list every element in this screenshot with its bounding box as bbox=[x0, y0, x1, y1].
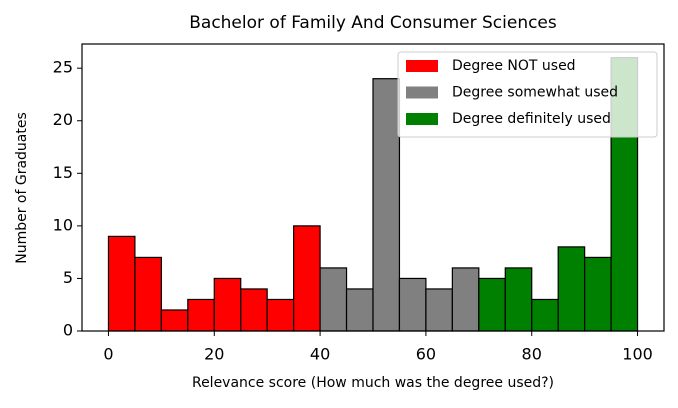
x-tick-label: 40 bbox=[310, 345, 330, 364]
bar bbox=[584, 256, 612, 332]
legend: Degree NOT used Degree somewhat used Degre… bbox=[397, 51, 658, 138]
y-tick-label: 10 bbox=[53, 215, 73, 234]
y-tick-label: 0 bbox=[63, 321, 73, 340]
bar bbox=[531, 298, 559, 332]
bar bbox=[293, 225, 321, 332]
legend-swatch bbox=[406, 113, 438, 125]
y-tick-label: 15 bbox=[53, 163, 73, 182]
bar bbox=[504, 267, 533, 332]
legend-label: Degree definitely used bbox=[452, 111, 611, 127]
y-tick-label: 25 bbox=[53, 58, 73, 77]
legend-box bbox=[397, 51, 658, 138]
x-tick-label: 100 bbox=[622, 345, 653, 364]
bar bbox=[425, 288, 453, 332]
x-tick-label: 0 bbox=[103, 345, 113, 364]
plot-frame bbox=[81, 43, 665, 332]
bar bbox=[160, 309, 189, 332]
bar bbox=[240, 288, 268, 332]
x-axis-label: Relevance score (How much was the degree… bbox=[192, 375, 554, 391]
bar bbox=[478, 277, 506, 332]
bar bbox=[372, 78, 401, 332]
bar bbox=[398, 277, 427, 332]
y-tick-label: 20 bbox=[53, 110, 73, 129]
legend-swatch bbox=[406, 86, 438, 99]
x-tick-label: 20 bbox=[204, 345, 224, 364]
chart-title: Bachelor of Family And Consumer Sciences bbox=[189, 13, 557, 33]
bar bbox=[187, 298, 215, 332]
bar bbox=[107, 235, 136, 332]
bar bbox=[451, 267, 480, 332]
y-axis-label: Number of Graduates bbox=[14, 112, 30, 264]
y-tick-label: 5 bbox=[63, 268, 73, 287]
bar bbox=[319, 267, 348, 332]
x-tick-label: 80 bbox=[522, 345, 542, 364]
bar bbox=[266, 298, 295, 332]
bar bbox=[213, 277, 242, 332]
bar bbox=[345, 288, 374, 332]
legend-swatch bbox=[406, 60, 438, 72]
bar bbox=[134, 256, 162, 332]
legend-label: Degree somewhat used bbox=[452, 85, 618, 101]
bar bbox=[557, 246, 586, 332]
x-tick-label: 60 bbox=[416, 345, 436, 364]
legend-label: Degree NOT used bbox=[452, 58, 576, 74]
